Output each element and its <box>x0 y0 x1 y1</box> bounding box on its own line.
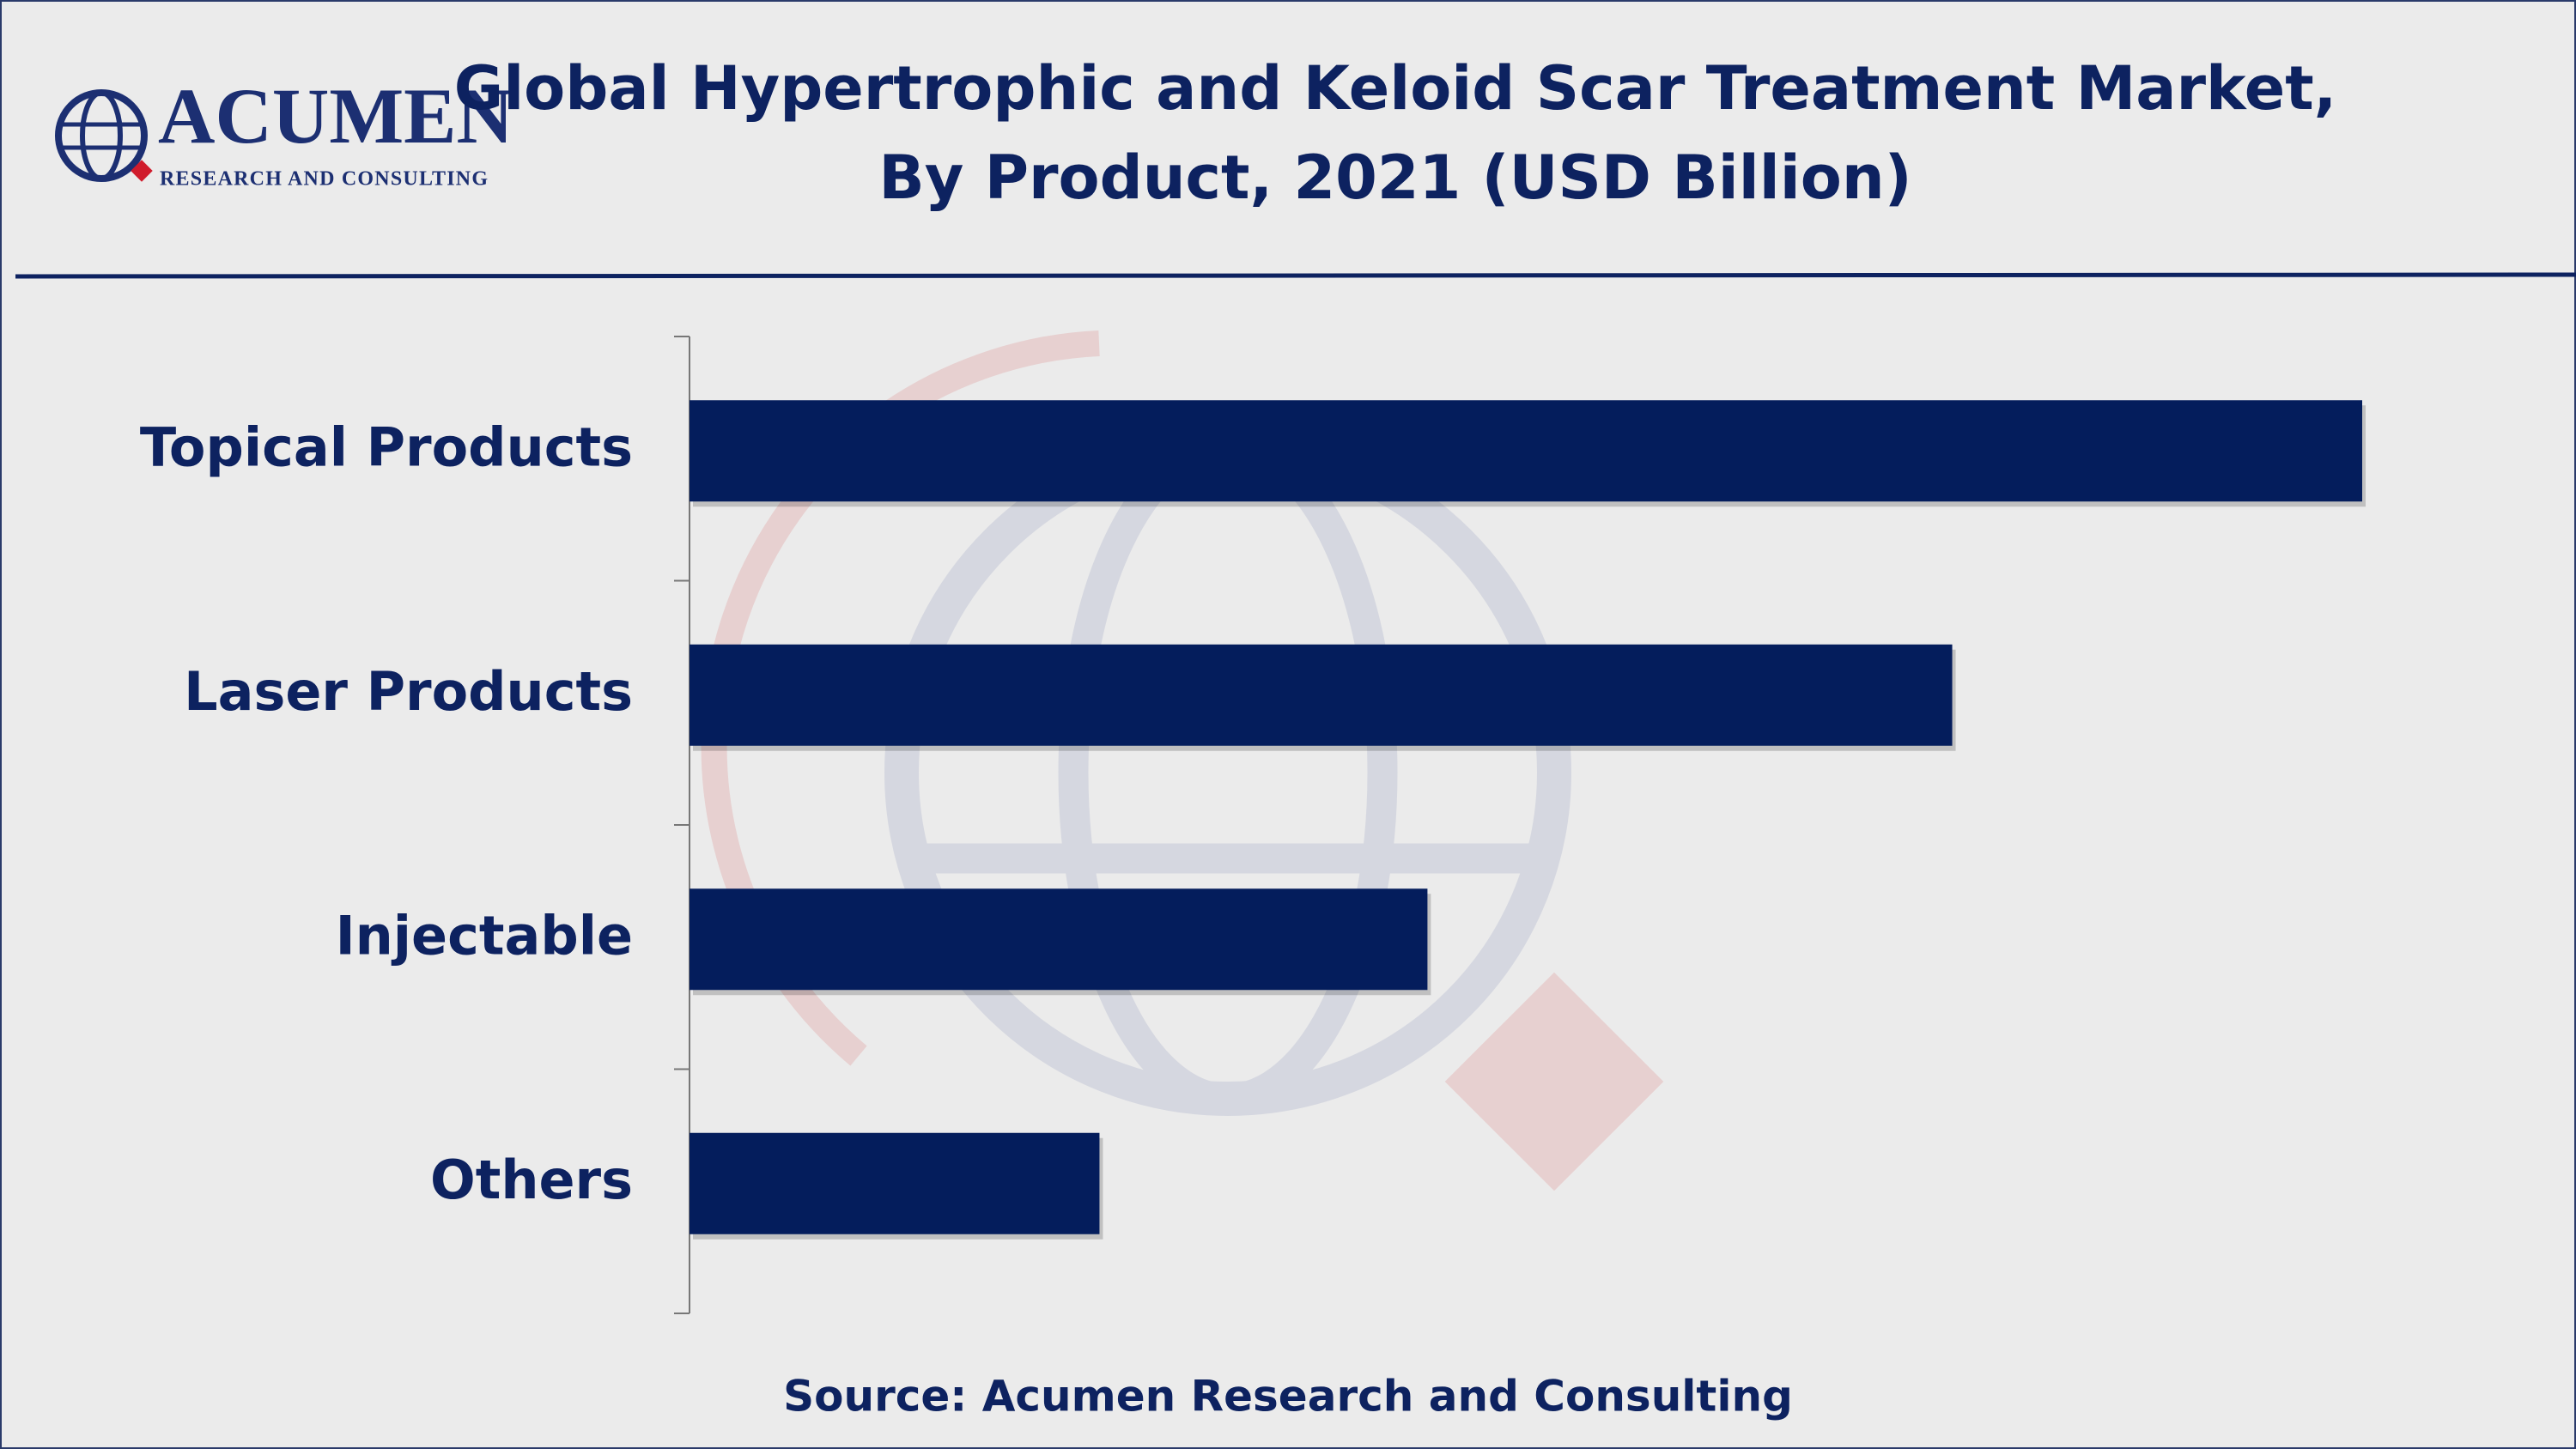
logo: ACUMEN RESEARCH AND CONSULTING <box>55 72 513 191</box>
category-label: Laser Products <box>184 660 633 723</box>
bar <box>690 888 1428 991</box>
chart-title: Global Hypertrophic and Keloid Scar Trea… <box>454 53 2337 124</box>
bar <box>690 644 1953 746</box>
bar <box>690 400 2362 502</box>
header-rule <box>15 272 2576 279</box>
logo-tagline: RESEARCH AND CONSULTING <box>160 168 488 191</box>
logo-name: ACUMEN <box>158 72 513 160</box>
category-label: Injectable <box>336 904 633 967</box>
category-label: Topical Products <box>140 415 633 478</box>
source-note: Source: Acumen Research and Consulting <box>783 1372 1793 1422</box>
category-label: Others <box>430 1149 633 1211</box>
bar <box>690 1132 1100 1234</box>
chart-subtitle: By Product, 2021 (USD Billion) <box>878 142 1911 213</box>
